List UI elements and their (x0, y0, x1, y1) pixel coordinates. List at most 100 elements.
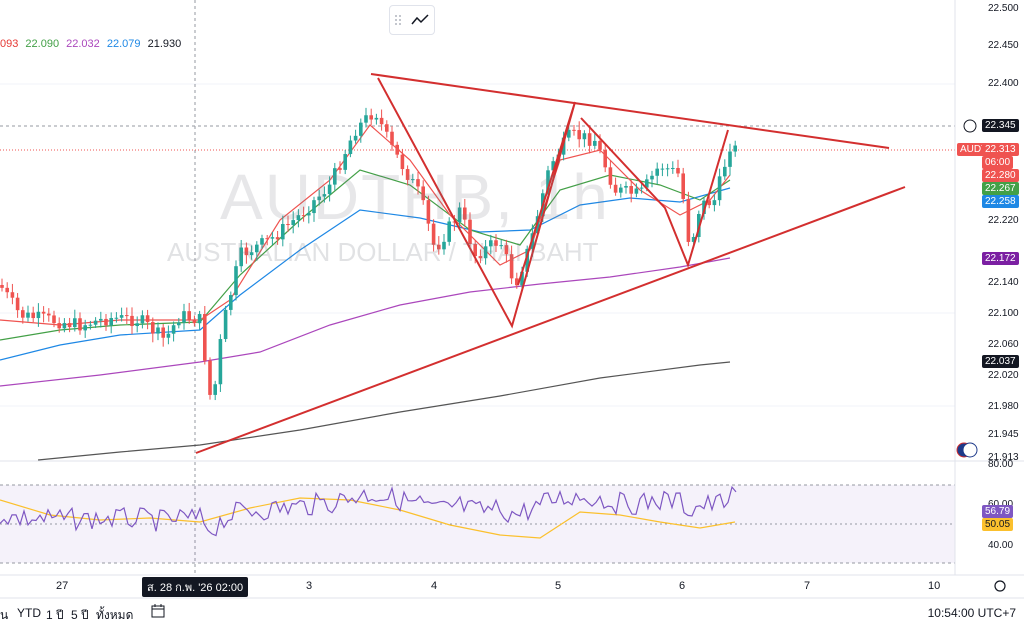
range-ytd[interactable]: YTD (17, 606, 41, 620)
candle-body (130, 315, 134, 327)
candle-body (307, 213, 311, 216)
candle-body (489, 240, 493, 247)
candle-body (546, 170, 550, 194)
candle-body (239, 247, 243, 267)
candle-body (83, 325, 87, 331)
y-tick: 21.980 (988, 401, 1019, 412)
candle-body (177, 322, 181, 326)
candle-body (374, 117, 379, 120)
candle-body (135, 323, 139, 327)
candle-body (390, 131, 394, 145)
candle-body (463, 207, 467, 220)
candle-body (114, 317, 119, 319)
candle-body (681, 173, 685, 199)
candle-body (281, 224, 285, 240)
candle-body (67, 323, 72, 328)
candle-body (119, 315, 124, 318)
candle-body (629, 185, 633, 194)
ma-tag: 22.267 (982, 182, 1019, 195)
candle-body (36, 311, 41, 319)
candle-body (348, 140, 353, 155)
lower-trendline (195, 186, 906, 454)
ma-tag: 22.037 (982, 355, 1019, 368)
candle-body (473, 244, 477, 257)
rsi-ma-tag: 50.05 (982, 518, 1014, 531)
clock[interactable]: 10:54:00 UTC+7 (927, 606, 1016, 620)
candle-body (395, 144, 399, 155)
trend-icon (395, 14, 429, 25)
candle-body (47, 313, 51, 316)
candle-body (166, 333, 171, 338)
candle-body (660, 168, 665, 170)
candle-body (343, 154, 347, 170)
candle-body (291, 220, 295, 225)
range-5y[interactable]: 5 ปี (71, 608, 89, 622)
settings-gear-icon[interactable] (994, 580, 1006, 592)
candle-body (587, 133, 592, 146)
rsi-value-tag: 56.79 (982, 505, 1014, 518)
candle-body (73, 318, 77, 328)
candle-body (270, 237, 275, 239)
legend-value: 22.090 (25, 38, 60, 50)
candle-body (369, 115, 373, 120)
candle-body (665, 168, 670, 170)
candle-body (151, 322, 155, 334)
candle-body (57, 323, 61, 329)
candle-body (551, 161, 555, 171)
ma-100-line (0, 257, 731, 387)
x-tick: 5 (555, 580, 562, 592)
y-tick: 21.913 (988, 452, 1019, 463)
candle-body (10, 292, 15, 298)
candle-body (577, 130, 581, 140)
candle-body (255, 244, 259, 253)
candle-body (109, 318, 113, 326)
candle-body (634, 188, 639, 194)
range-all[interactable]: ทั้งหมด (96, 608, 134, 622)
calendar-icon[interactable] (150, 603, 166, 622)
rsi-line (0, 485, 737, 537)
candle-body (31, 312, 35, 319)
candle-body (712, 200, 717, 206)
candle-body (125, 315, 129, 317)
candle-body (515, 278, 519, 286)
candle-body (702, 200, 706, 214)
candle-body (478, 256, 483, 259)
candle-body (452, 221, 457, 223)
candle-body (327, 184, 332, 195)
bottom-toolbar: น YTD 1 ปี 5 ปี ทั้งหมด 10:54:00 UTC+7 (0, 598, 1024, 629)
candle-body (483, 246, 488, 259)
ma-tag: 22.280 (982, 169, 1019, 182)
candle-body (161, 327, 165, 338)
range-1y[interactable]: 1 ปี (46, 608, 64, 622)
candle-body (208, 360, 212, 395)
candle-body (624, 185, 628, 188)
y-tick: 22.400 (988, 78, 1019, 89)
candle-body (52, 315, 56, 324)
ma-50-line (0, 187, 731, 361)
candle-body (182, 311, 186, 323)
candle-body (140, 315, 145, 324)
candle-body (333, 168, 337, 185)
drawing-toolbar-button[interactable] (389, 5, 435, 35)
y-tick: 22.220 (988, 215, 1019, 226)
candle-body (192, 319, 197, 324)
ma-200-line (37, 361, 731, 461)
candle-body (26, 312, 30, 318)
y-tick: 22.020 (988, 370, 1019, 381)
add-alert-icon[interactable] (963, 119, 977, 133)
rsi-tick: 40.00 (988, 540, 1014, 551)
candle-body (707, 200, 711, 206)
candle-body (442, 241, 446, 250)
candle-body (21, 310, 25, 318)
candle-body (400, 154, 405, 170)
rsi-tick: 80.00 (988, 459, 1014, 470)
candle-body (447, 221, 451, 242)
candle-body (572, 129, 576, 131)
crosshair-price-tag: 22.345 (982, 119, 1019, 132)
symbol-watermark: AUDTHB, 1h (220, 161, 610, 233)
crosshair-time-tag: ส. 28 ก.พ. '26 02:00 (142, 577, 249, 597)
candle-body (593, 140, 597, 146)
candle-body (312, 200, 316, 214)
range-item[interactable]: น (0, 608, 9, 622)
